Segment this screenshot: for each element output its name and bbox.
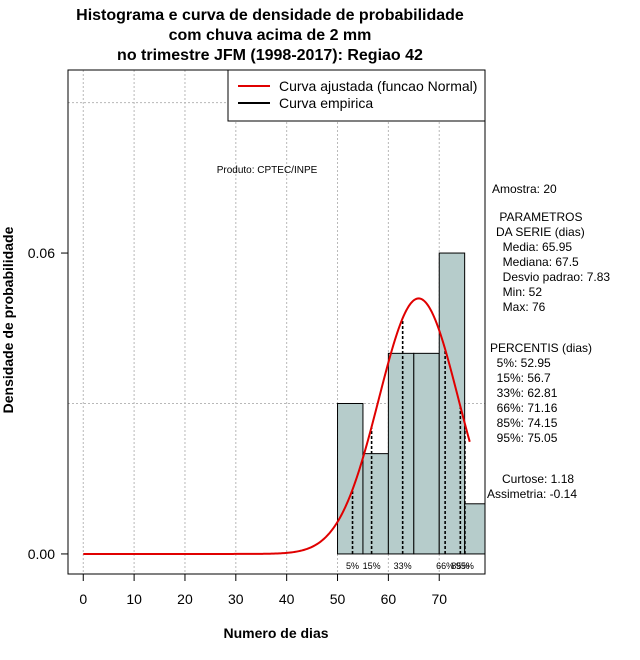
percentile-label-0: 5% bbox=[346, 561, 359, 571]
percentiles-block: PERCENTIS (dias) 5%: 52.95 15%: 56.7 33%… bbox=[490, 341, 592, 446]
legend-label-fitted: Curva ajustada (funcao Normal) bbox=[279, 78, 477, 94]
series-parameters: PARAMETROS DA SERIE (dias) Media: 65.95 M… bbox=[496, 210, 610, 315]
parameter-line-5: Min: 52 bbox=[496, 285, 543, 299]
x-tick-label-2: 20 bbox=[177, 591, 193, 607]
y-axis-label: Densidade de probabilidade bbox=[0, 226, 16, 413]
y-tick-label-1: 0.06 bbox=[28, 245, 55, 261]
percentile-stat-line-2: 15%: 56.7 bbox=[490, 371, 551, 385]
x-tick-label-7: 70 bbox=[431, 591, 447, 607]
x-tick-label-0: 0 bbox=[79, 591, 87, 607]
percentile-stat-line-3: 33%: 62.81 bbox=[490, 386, 558, 400]
x-axis-label: Numero de dias bbox=[223, 625, 328, 641]
kurtosis: Curtose: 1.18 bbox=[502, 472, 575, 486]
percentile-lines: 5% 15% 33% 66%85%95% bbox=[346, 318, 474, 571]
parameter-line-0: PARAMETROS bbox=[496, 210, 583, 224]
histogram-bar-2 bbox=[387, 352, 415, 555]
product-label: Produto: CPTEC/INPE bbox=[217, 165, 318, 176]
x-tick-label-5: 50 bbox=[330, 591, 346, 607]
percentile-label-4: 85% bbox=[451, 561, 469, 571]
percentile-stat-line-5: 85%: 74.15 bbox=[490, 416, 558, 430]
parameter-line-6: Max: 76 bbox=[496, 300, 546, 314]
chart-title-line-3: no trimestre JFM (1998-2017): Regiao 42 bbox=[117, 47, 423, 64]
parameter-line-2: Media: 65.95 bbox=[496, 240, 573, 254]
percentile-stat-line-4: 66%: 71.16 bbox=[490, 401, 558, 415]
parameter-line-4: Desvio padrao: 7.83 bbox=[496, 270, 611, 284]
percentile-label-3: 66% bbox=[436, 561, 454, 571]
histogram-bar-0 bbox=[337, 402, 364, 555]
y-tick-label-0: 0.00 bbox=[28, 546, 55, 562]
percentile-label-1: 15% bbox=[363, 561, 381, 571]
histogram-bars bbox=[337, 252, 486, 555]
x-tick-label-4: 40 bbox=[279, 591, 295, 607]
skewness: Assimetria: -0.14 bbox=[487, 487, 578, 501]
percentile-label-5: 95% bbox=[456, 561, 474, 571]
histogram-bar-5 bbox=[464, 503, 486, 555]
x-tick-label-3: 30 bbox=[228, 591, 244, 607]
chart-title-line-2: com chuva acima de 2 mm bbox=[168, 27, 372, 44]
percentile-stat-line-6: 95%: 75.05 bbox=[490, 431, 558, 445]
chart-title-line-1: Histograma e curva de densidade de proba… bbox=[76, 7, 464, 24]
parameter-line-3: Mediana: 67.5 bbox=[496, 255, 579, 269]
sample-size: Amostra: 20 bbox=[492, 182, 557, 196]
legend: Curva ajustada (funcao Normal) Curva emp… bbox=[227, 69, 486, 122]
x-axis: 0 10 20 30 40 50 60 70 bbox=[79, 573, 447, 607]
percentile-stat-line-1: 5%: 52.95 bbox=[490, 356, 551, 370]
legend-label-empirical: Curva empirica bbox=[279, 95, 373, 111]
x-tick-label-6: 60 bbox=[381, 591, 397, 607]
parameter-line-1: DA SERIE (dias) bbox=[496, 225, 585, 239]
normal-density-curve bbox=[83, 297, 471, 555]
histogram-bar-3 bbox=[413, 352, 440, 555]
y-axis: 0.00 0.06 bbox=[28, 245, 69, 562]
percentile-stat-line-0: PERCENTIS (dias) bbox=[490, 341, 593, 355]
percentile-label-2: 33% bbox=[394, 561, 412, 571]
x-tick-label-1: 10 bbox=[126, 591, 142, 607]
histogram-bar-1 bbox=[362, 453, 389, 555]
